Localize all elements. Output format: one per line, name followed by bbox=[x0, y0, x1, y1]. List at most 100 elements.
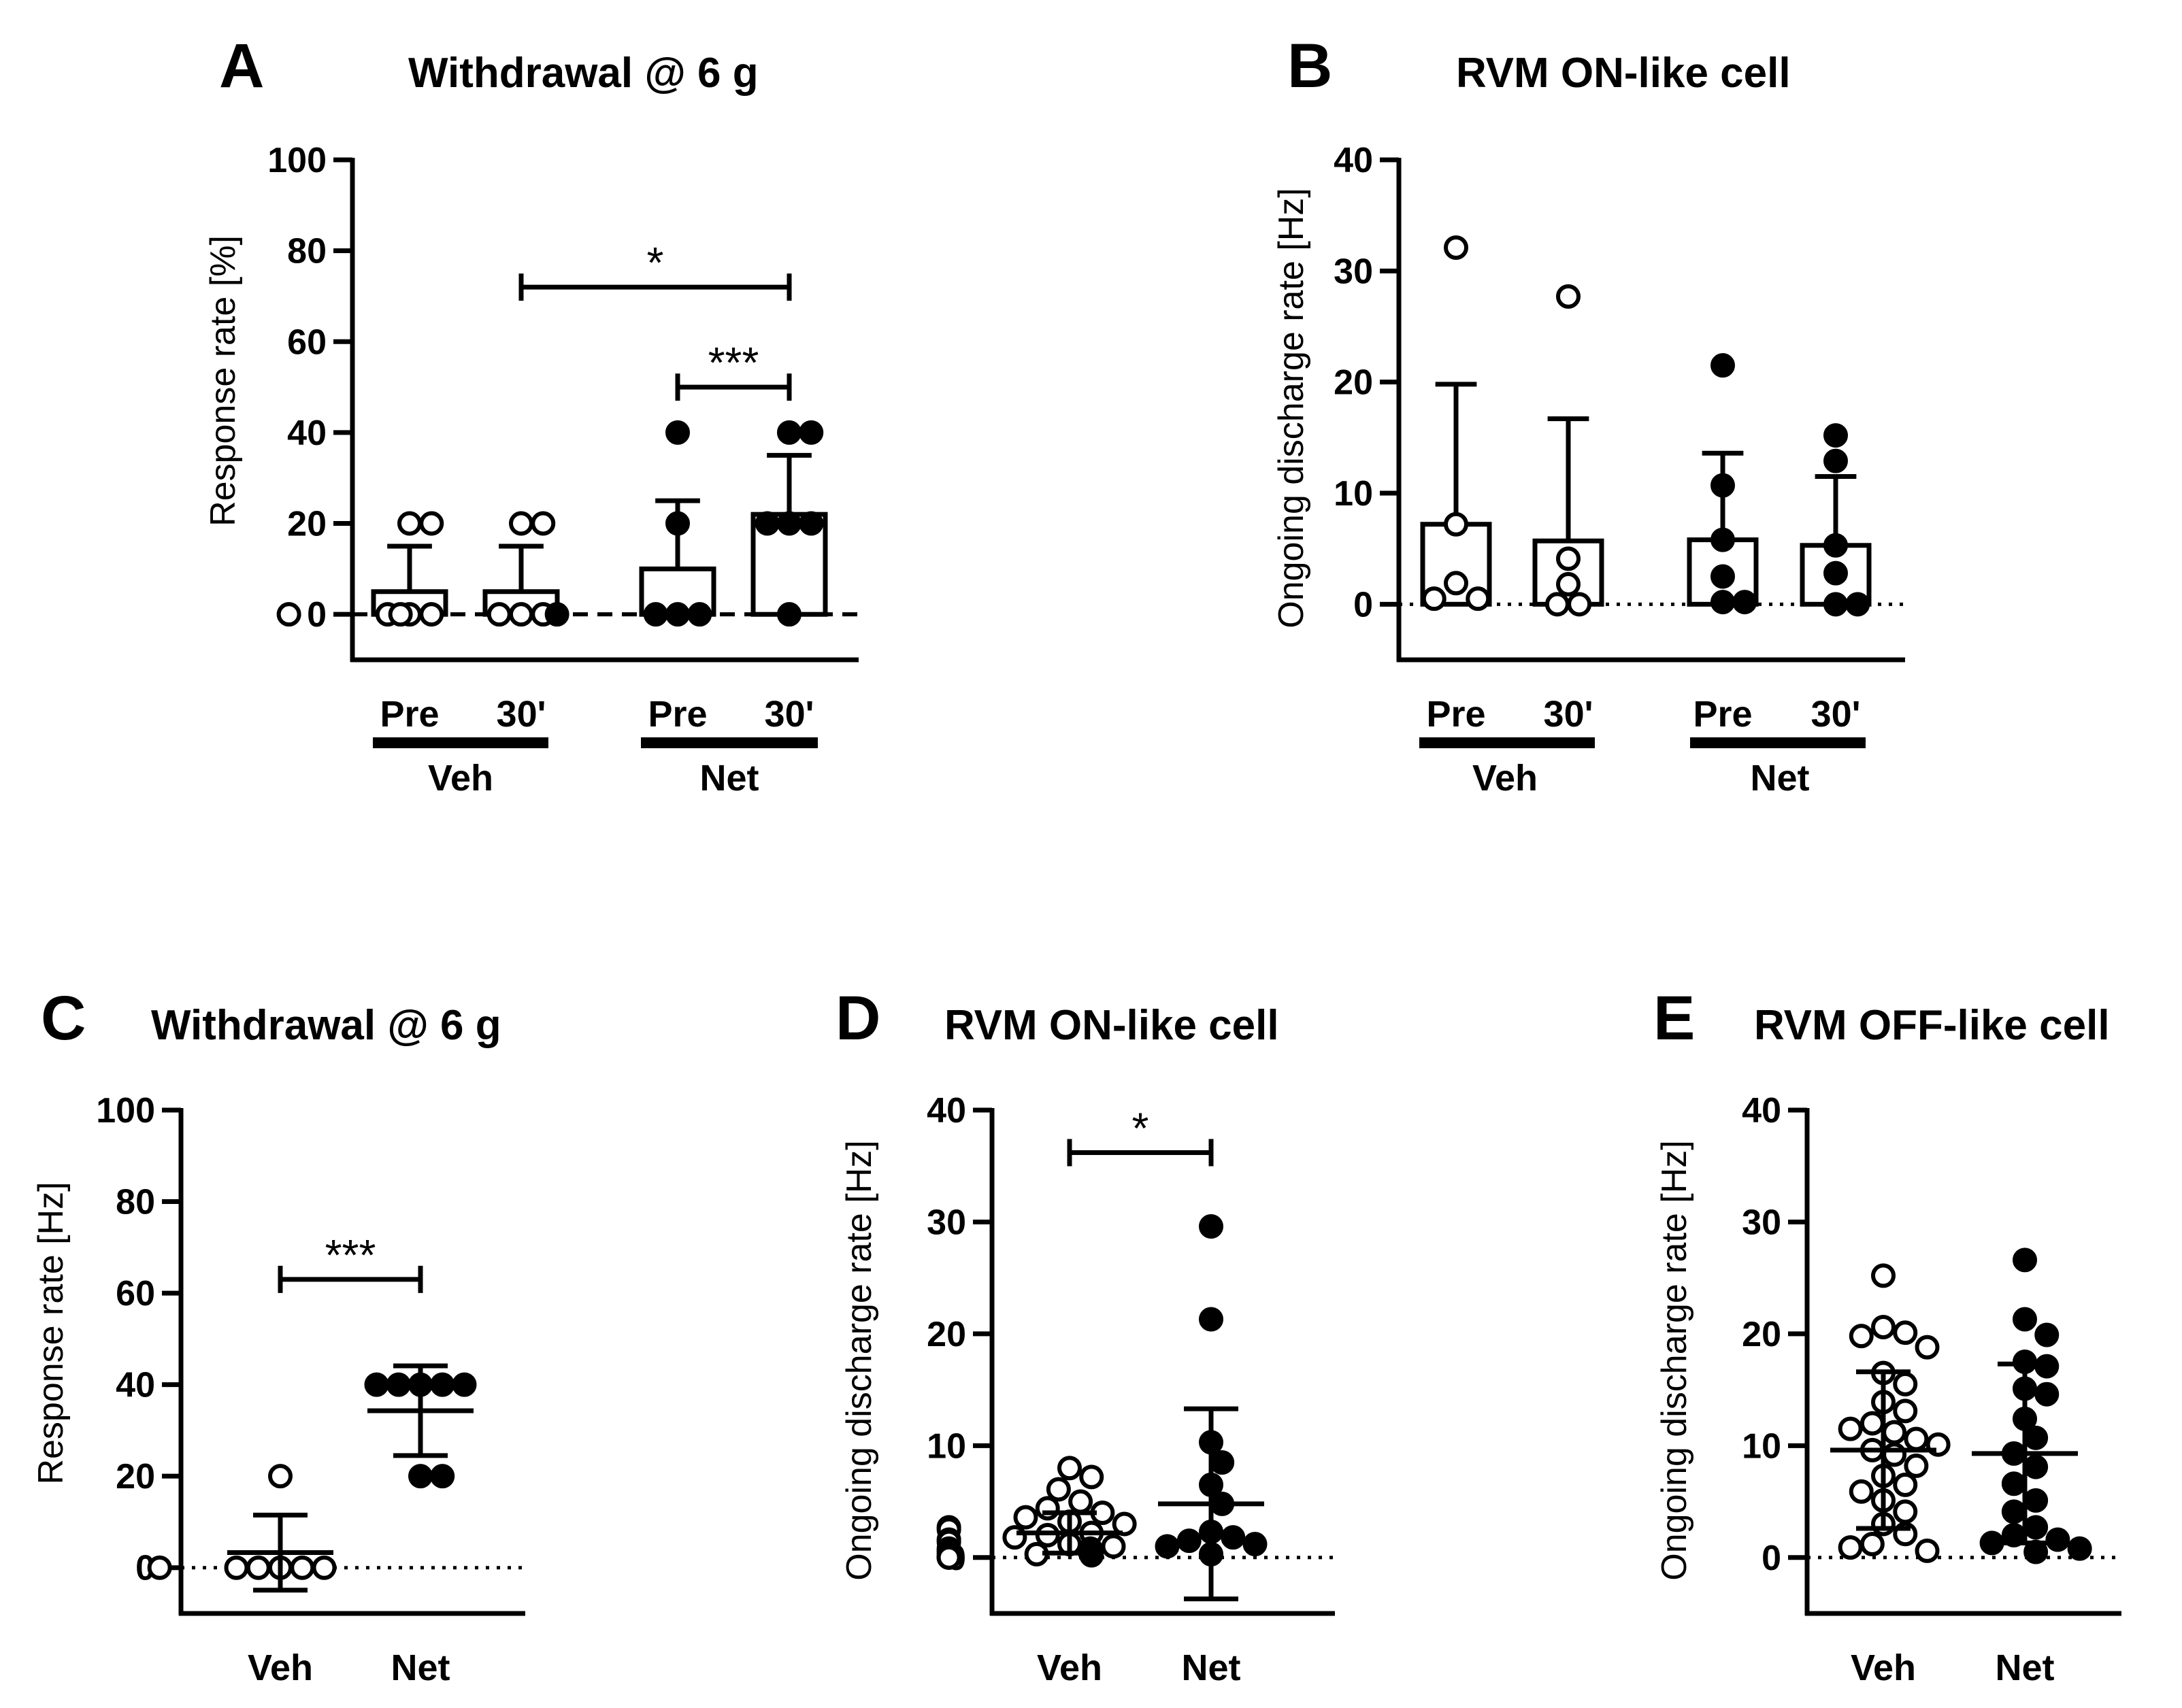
panel-a-data-point bbox=[665, 511, 690, 536]
panel-a-data-point bbox=[643, 602, 668, 627]
panel-a-group-label: Net bbox=[699, 758, 759, 799]
panel-a-category-label: Pre bbox=[648, 694, 707, 735]
panel-e-y-tick-label: 10 bbox=[1742, 1426, 1781, 1466]
panel-b-plot: 0 10 20 30 40 bbox=[1334, 141, 1905, 663]
panel-d-data-point bbox=[1068, 1489, 1093, 1514]
panel-b-data-point bbox=[1823, 423, 1848, 448]
panel-e-data-point bbox=[2023, 1425, 2049, 1450]
panel-b-data-point bbox=[1421, 586, 1447, 612]
panel-e-y-tick-label: 30 bbox=[1742, 1203, 1781, 1242]
panel-b-title: RVM ON-like cell bbox=[1456, 50, 1791, 97]
panel-e-data-point bbox=[1893, 1472, 1918, 1497]
panel-e-data-point bbox=[1904, 1426, 1929, 1452]
panel-e-data-point bbox=[1893, 1371, 1918, 1396]
panel-c-y-axis-title: Response rate [Hz] bbox=[31, 1182, 71, 1484]
panel-a-data-point bbox=[531, 511, 556, 536]
panel-b: B RVM ON-like cell Ongoing discharge rat… bbox=[1272, 31, 1905, 799]
panel-c-data-point bbox=[147, 1555, 172, 1580]
panel-e-title: RVM OFF-like cell bbox=[1754, 1002, 2110, 1049]
panel-e-data-point bbox=[1882, 1420, 1907, 1445]
panel-e-data-point bbox=[1893, 1320, 1918, 1345]
panel-d-data-point bbox=[1035, 1496, 1060, 1521]
panel-e-data-point bbox=[1838, 1535, 1863, 1560]
panel-a-title: Withdrawal @ 6 g bbox=[408, 50, 759, 97]
panel-e-data-point bbox=[2001, 1499, 2026, 1524]
panel-c-data-point bbox=[386, 1372, 411, 1397]
panel-a-y-tick-label: 100 bbox=[267, 141, 327, 180]
panel-e-plot: 0 10 20 30 40 bbox=[1742, 1091, 2121, 1616]
panel-c-y-tick-label: 60 bbox=[116, 1274, 155, 1313]
panel-c-y-tick-label: 100 bbox=[96, 1091, 155, 1131]
panel-d-data-point bbox=[1101, 1534, 1126, 1559]
panel-b-data-point bbox=[1710, 564, 1735, 589]
panel-c-data-point bbox=[224, 1555, 249, 1580]
panel-b-y-tick-label: 40 bbox=[1334, 141, 1373, 180]
panel-d-data-point bbox=[1078, 1541, 1103, 1566]
panel-a: A Withdrawal @ 6 g Response rate [%] 0 20… bbox=[203, 31, 859, 799]
panel-b-category-label: 30' bbox=[1811, 694, 1861, 735]
panel-b-y-tick-label: 20 bbox=[1334, 363, 1373, 403]
panel-a-category-label: 30' bbox=[765, 694, 814, 735]
panel-b-data-point bbox=[1710, 353, 1735, 378]
panel-a-data-point bbox=[687, 602, 712, 627]
panel-a-data-point bbox=[509, 511, 533, 536]
panel-a-data-point bbox=[665, 602, 690, 627]
panel-b-data-point bbox=[1556, 546, 1581, 571]
panel-e-y-tick-label: 20 bbox=[1742, 1315, 1781, 1354]
panel-e-data-point bbox=[1915, 1538, 1940, 1563]
panel-e-data-point bbox=[1849, 1479, 1874, 1504]
panel-a-data-point bbox=[419, 602, 444, 627]
panel-c-category-label: Net bbox=[391, 1647, 450, 1688]
panel-d-data-point bbox=[1112, 1511, 1137, 1537]
panel-d-data-point bbox=[1176, 1528, 1202, 1554]
panel-a-group-label: Veh bbox=[428, 758, 493, 799]
panel-c-data-point bbox=[452, 1372, 477, 1397]
panel-d-data-point bbox=[1210, 1450, 1235, 1475]
panel-d-significance-label: * bbox=[1132, 1103, 1149, 1152]
panel-d-data-point bbox=[1155, 1534, 1180, 1559]
panel-a-y-tick-label: 40 bbox=[287, 414, 327, 453]
panel-b-data-point bbox=[1710, 590, 1735, 615]
panel-d-data-point bbox=[936, 1545, 961, 1570]
panel-b-letter: B bbox=[1287, 31, 1332, 101]
panel-b-data-point bbox=[1444, 512, 1468, 537]
panel-d-y-axis-title: Ongoing discharge rate [Hz] bbox=[840, 1140, 879, 1580]
panel-c-y-tick-label: 20 bbox=[116, 1457, 155, 1496]
panel-b-data-point bbox=[1732, 590, 1757, 615]
panel-d-data-point bbox=[1242, 1532, 1268, 1557]
panel-e-data-point bbox=[1904, 1453, 1929, 1478]
panel-e-category-label: Veh bbox=[1851, 1647, 1916, 1688]
panel-b-data-point bbox=[1567, 592, 1592, 617]
panel-a-category-label: 30' bbox=[497, 694, 546, 735]
panel-a-data-point bbox=[419, 511, 444, 536]
panel-b-data-point bbox=[1544, 592, 1570, 617]
panel-a-data-point bbox=[777, 511, 801, 536]
panel-e-data-point bbox=[2023, 1454, 2049, 1479]
panel-d-data-point bbox=[1002, 1525, 1027, 1550]
panel-b-category-label: Pre bbox=[1693, 694, 1752, 735]
panel-a-category-label: Pre bbox=[380, 694, 439, 735]
panel-b-y-tick-label: 30 bbox=[1334, 252, 1373, 291]
panel-b-data-point bbox=[1444, 571, 1468, 596]
panel-e-data-point bbox=[1915, 1335, 1940, 1360]
panel-c-y-tick-label: 40 bbox=[116, 1366, 155, 1405]
panel-e-data-point bbox=[2045, 1527, 2070, 1552]
panel-b-group-label: Net bbox=[1750, 758, 1809, 799]
panel-e-data-point bbox=[2023, 1515, 2049, 1540]
panel-d-data-point bbox=[1046, 1477, 1071, 1502]
panel-d-data-point bbox=[1199, 1307, 1223, 1332]
panel-a-data-point bbox=[544, 602, 569, 627]
panel-b-y-axis-title: Ongoing discharge rate [Hz] bbox=[1272, 188, 1311, 628]
panel-b-category-label: 30' bbox=[1544, 694, 1593, 735]
panel-a-significance-label: * bbox=[647, 238, 664, 287]
panel-d-y-tick-label: 30 bbox=[927, 1203, 966, 1242]
panel-d: D RVM ON-like cell Ongoing discharge rat… bbox=[836, 984, 1335, 1688]
panel-c-y-tick-label: 80 bbox=[116, 1183, 155, 1222]
panel-e-data-point bbox=[2013, 1247, 2037, 1273]
panel-b-data-point bbox=[1466, 586, 1491, 612]
panel-a-data-point bbox=[755, 511, 780, 536]
panel-d-category-label: Veh bbox=[1037, 1647, 1102, 1688]
panel-c-data-point bbox=[268, 1464, 293, 1489]
